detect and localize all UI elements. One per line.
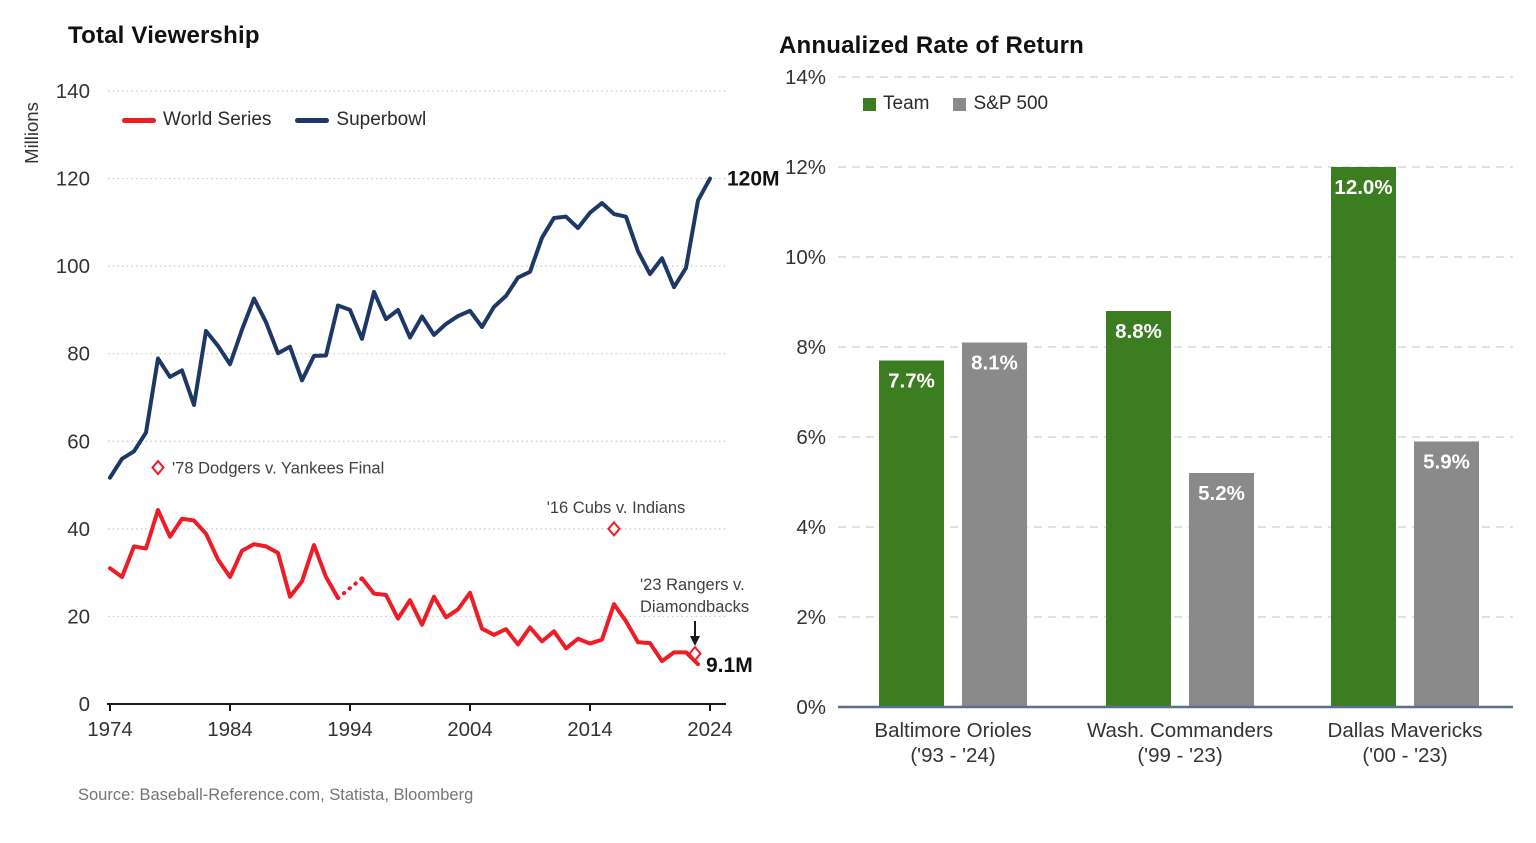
y-tick-label: 8% — [796, 336, 826, 359]
mavericks-sp500-value-label: 5.9% — [1423, 451, 1470, 474]
sp500-swatch — [953, 97, 967, 111]
y-tick-label: 100 — [56, 255, 90, 278]
annotation-16-diamond — [607, 520, 621, 537]
x-tick-label: 1994 — [327, 718, 373, 741]
superbowl-legend-label: Superbowl — [336, 109, 427, 130]
y-tick-label: 0 — [79, 693, 90, 716]
y-tick-label: 12% — [785, 156, 826, 179]
y-tick-label: 0% — [796, 696, 826, 719]
world-series-line — [108, 508, 340, 601]
x-category-sublabel: ('99 - '23) — [1137, 744, 1222, 767]
world-series-end-label: 9.1M — [706, 654, 753, 677]
orioles-sp500-bar — [962, 342, 1027, 707]
mavericks-team-value-label: 12.0% — [1334, 176, 1392, 199]
y-tick-label: 80 — [67, 343, 90, 366]
superbowl-line — [108, 176, 712, 480]
y-tick-label: 14% — [785, 66, 826, 89]
x-category-label: Baltimore Orioles — [874, 719, 1031, 742]
commanders-sp500-value-label: 5.2% — [1198, 482, 1245, 505]
returns-legend: Team S&P 500 — [863, 93, 1048, 115]
left-chart-title: Total Viewership — [68, 22, 260, 49]
world-series-swatch — [122, 117, 156, 123]
superbowl-swatch — [295, 117, 330, 123]
x-tick-label: 2004 — [447, 718, 493, 741]
team-swatch — [863, 97, 876, 111]
x-tick-label: 2014 — [567, 718, 613, 741]
y-tick-label: 120 — [56, 168, 90, 191]
world-series-line — [360, 576, 700, 667]
legend-item-team: Team — [863, 93, 929, 115]
x-category-sublabel: ('00 - '23) — [1362, 744, 1447, 767]
annotation-23-text: Diamondbacks — [640, 598, 749, 616]
y-axis-label: Millions — [21, 102, 42, 164]
legend-item-sp500: S&P 500 — [953, 93, 1048, 115]
annotation-23-diamond — [688, 645, 702, 662]
world-series-legend-label: World Series — [163, 109, 272, 130]
y-tick-label: 4% — [796, 516, 826, 539]
y-tick-label: 2% — [796, 606, 826, 629]
y-tick-label: 40 — [67, 518, 90, 541]
annotation-23-text: '23 Rangers v. — [640, 576, 745, 594]
commanders-sp500-bar — [1189, 473, 1254, 707]
orioles-sp500-value-label: 8.1% — [971, 352, 1018, 375]
commanders-team-bar — [1106, 311, 1171, 707]
x-category-label: Wash. Commanders — [1087, 719, 1273, 742]
y-tick-label: 60 — [67, 430, 90, 453]
orioles-team-bar — [879, 360, 944, 707]
team-legend-label: Team — [883, 93, 930, 114]
annotation-78-text: '78 Dodgers v. Yankees Final — [172, 460, 384, 478]
orioles-team-value-label: 7.7% — [888, 370, 935, 393]
y-tick-label: 140 — [56, 80, 90, 103]
viewership-legend: World Series Superbowl — [122, 109, 426, 131]
world-series-strike-gap-dotted — [336, 576, 364, 601]
mavericks-team-bar — [1331, 167, 1396, 707]
x-tick-label: 2024 — [687, 718, 733, 741]
sp500-legend-label: S&P 500 — [973, 93, 1049, 114]
legend-item-superbowl: Superbowl — [295, 109, 426, 131]
x-tick-label: 1974 — [87, 718, 133, 741]
x-category-label: Dallas Mavericks — [1328, 719, 1483, 742]
x-tick-label: 1984 — [207, 718, 253, 741]
annotation-78-diamond — [151, 459, 165, 476]
superbowl-end-label: 120M — [727, 168, 780, 191]
legend-item-world-series: World Series — [122, 109, 271, 131]
annotation-23-arrowhead — [690, 636, 700, 646]
mavericks-sp500-bar — [1414, 441, 1479, 707]
y-tick-label: 20 — [67, 605, 90, 628]
y-tick-label: 10% — [785, 246, 826, 269]
x-category-sublabel: ('93 - '24) — [910, 744, 995, 767]
source-note: Source: Baseball-Reference.com, Statista… — [78, 786, 474, 804]
annotation-16-text: '16 Cubs v. Indians — [547, 499, 686, 517]
y-tick-label: 6% — [796, 426, 826, 449]
right-chart-title: Annualized Rate of Return — [779, 32, 1085, 59]
commanders-team-value-label: 8.8% — [1115, 320, 1162, 343]
